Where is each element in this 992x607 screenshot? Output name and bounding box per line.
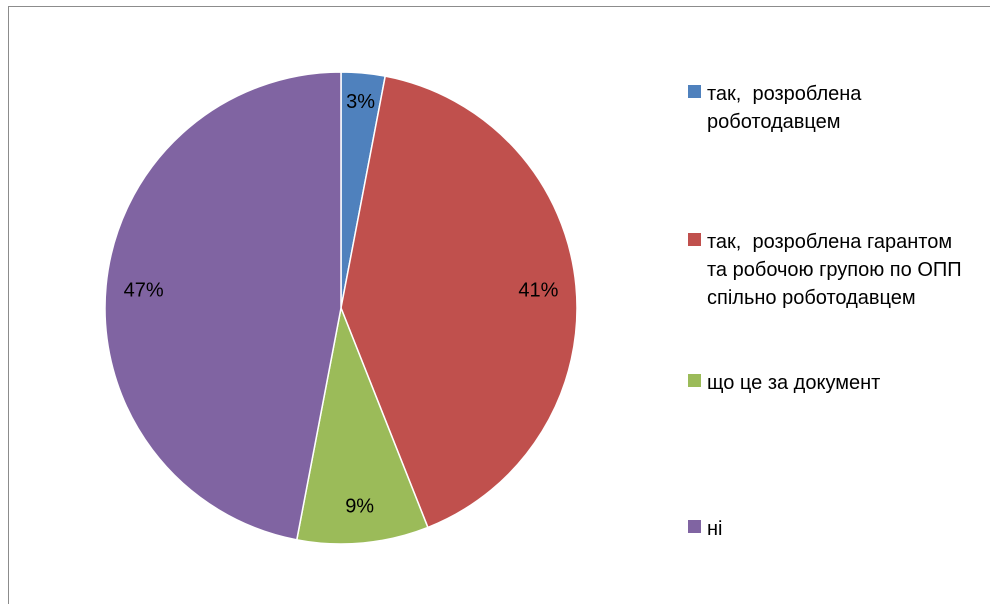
pie-slice-2 bbox=[295, 305, 429, 545]
legend-item-2: що це за документ bbox=[688, 369, 987, 397]
legend-swatch-2 bbox=[688, 374, 701, 387]
legend-swatch-1 bbox=[688, 233, 701, 246]
legend-label-0: так, розроблена роботодавцем bbox=[707, 83, 867, 133]
legend-item-3: ні bbox=[688, 515, 987, 543]
legend-swatch-3 bbox=[688, 520, 701, 533]
legend-item-1: так, розроблена гарантом та робочою груп… bbox=[688, 228, 977, 312]
pie-slices bbox=[104, 71, 578, 545]
pie-labels: 3% 41% 9% 47% bbox=[124, 91, 559, 517]
legend-label-2: що це за документ bbox=[707, 372, 881, 394]
pie-label-3: 47% bbox=[124, 279, 164, 301]
legend-label-3: ні bbox=[707, 518, 723, 540]
pie-label-1: 41% bbox=[518, 279, 558, 301]
pie-slice-1 bbox=[340, 75, 578, 529]
pie-label-2: 9% bbox=[345, 495, 374, 517]
chart-frame bbox=[8, 6, 990, 604]
legend-item-0: так, розроблена роботодавцем bbox=[688, 80, 927, 136]
pie-label-0: 3% bbox=[346, 91, 375, 113]
pie-slice-3 bbox=[104, 71, 342, 541]
legend-swatch-0 bbox=[688, 85, 701, 98]
legend-label-1: так, розроблена гарантом та робочою груп… bbox=[707, 231, 968, 309]
